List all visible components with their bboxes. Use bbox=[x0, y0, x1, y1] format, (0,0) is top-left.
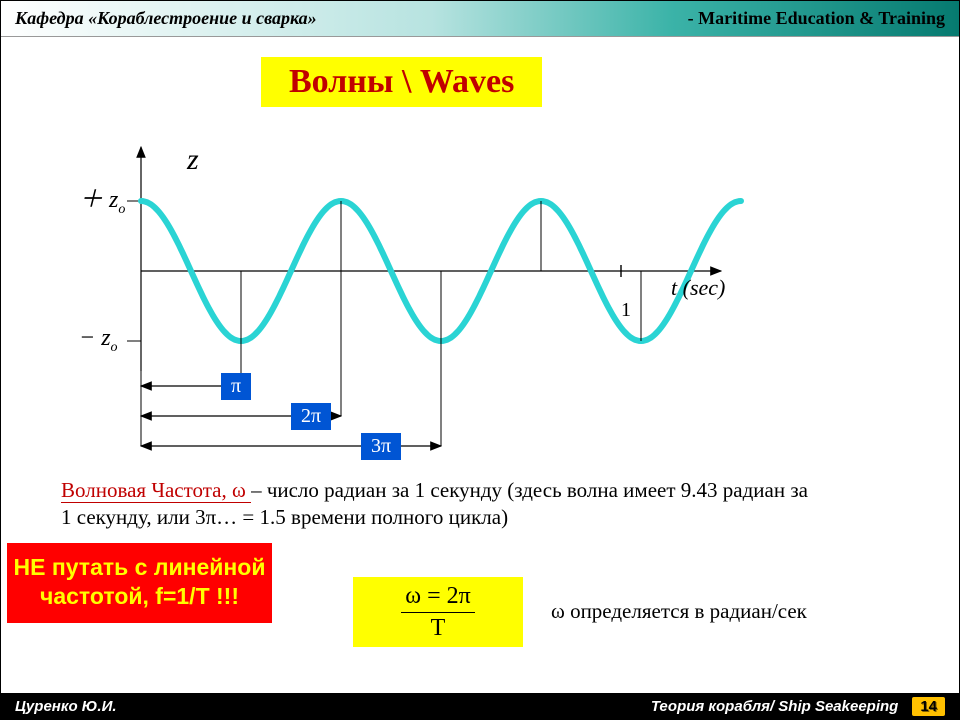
header-bar: Кафедра «Кораблестроение и сварка» - Mar… bbox=[1, 1, 959, 37]
warning-box: НЕ путать с линейной частотой, f=1/T !!! bbox=[7, 543, 272, 623]
formula-box: ω = 2π T bbox=[353, 577, 523, 647]
wave-chart: z ＋ zo − zo t (sec) 1 π 2π 3π bbox=[61, 141, 761, 471]
pi-marker-1: π bbox=[221, 373, 251, 400]
slide-title: Волны \ Waves bbox=[261, 57, 542, 107]
formula-denominator: T bbox=[431, 613, 446, 642]
header-left-text: Кафедра «Кораблестроение и сварка» bbox=[15, 8, 317, 29]
pi-marker-3: 3π bbox=[361, 433, 401, 460]
slide: Кафедра «Кораблестроение и сварка» - Mar… bbox=[0, 0, 960, 720]
footer-author: Цуренко Ю.И. bbox=[15, 698, 117, 715]
description-head: Волновая Частота, ω bbox=[61, 478, 251, 503]
description-text: Волновая Частота, ω – число радиан за 1 … bbox=[61, 477, 821, 532]
x-axis-label: t (sec) bbox=[671, 275, 725, 301]
wave-svg bbox=[61, 141, 761, 471]
amplitude-pos-label: ＋ zo bbox=[79, 179, 125, 218]
header-right-text: - Maritime Education & Training bbox=[688, 8, 945, 29]
omega-note: ω определяется в радиан/сек bbox=[551, 599, 807, 624]
amplitude-neg-label: − zo bbox=[79, 325, 118, 356]
page-number-badge: 14 bbox=[912, 697, 945, 716]
footer-bar: Цуренко Ю.И. Теория корабля/ Ship Seakee… bbox=[1, 693, 959, 719]
footer-title: Теория корабля/ Ship Seakeeping bbox=[651, 698, 899, 715]
tick-1-label: 1 bbox=[621, 299, 631, 322]
formula-numerator: ω = 2π bbox=[401, 583, 474, 613]
pi-marker-2: 2π bbox=[291, 403, 331, 430]
y-axis-label: z bbox=[187, 143, 199, 177]
